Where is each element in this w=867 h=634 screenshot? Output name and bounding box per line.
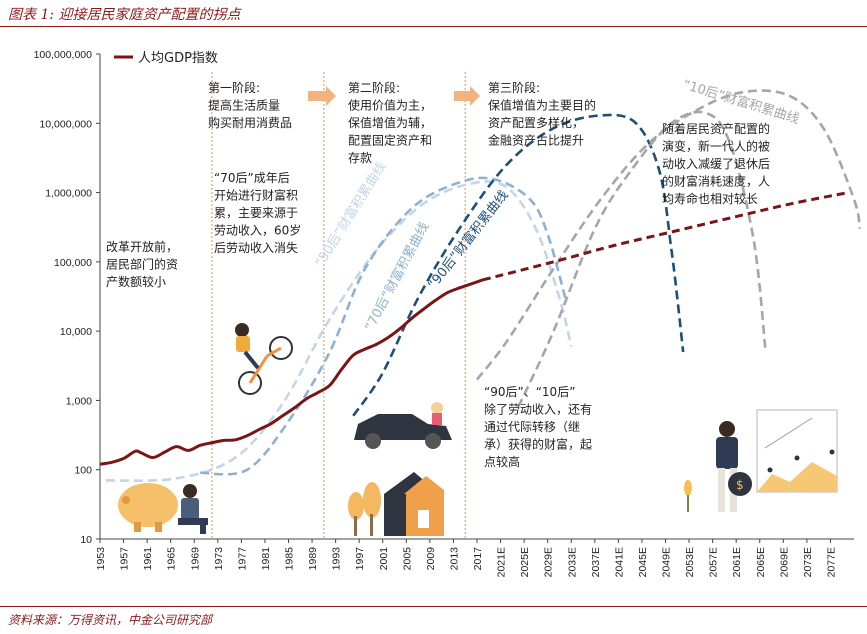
x-tick-label: 1993	[331, 547, 343, 571]
house-icon	[348, 472, 444, 536]
x-tick-label: 2033E	[566, 547, 578, 577]
y-tick-label: 1,000,000	[45, 188, 92, 200]
growth-chart-board-icon	[756, 409, 838, 493]
stage-arrow-2	[454, 86, 480, 106]
annotation-stage1: 第一阶段:提高生活质量购买耐用消费品	[208, 80, 292, 130]
wealth-curve-line	[105, 180, 573, 482]
x-tick-label: 1969	[189, 547, 201, 571]
annotation-stage2: 第二阶段:使用价值为主，保值增值为辅，配置固定资产和存款	[348, 80, 432, 165]
source-note: 资料来源：万得资讯，中金公司研究部	[8, 613, 213, 627]
x-tick-label: 1985	[284, 547, 296, 571]
x-tick-label: 1997	[354, 547, 366, 571]
x-tick-label: 2001	[378, 547, 390, 571]
gdp-series-actual-line	[99, 278, 484, 466]
x-tick-label: 1957	[119, 547, 131, 571]
x-tick-label: 2065E	[755, 547, 767, 577]
x-tick-label: 2025E	[519, 547, 531, 577]
annotation-newgen: 随着居民资产配置的演变，新一代人的被动收入减缓了退休后的财富消耗速度，人均寿命也…	[662, 121, 770, 206]
x-tick-label: 2061E	[731, 547, 743, 577]
x-tick-label: 2049E	[661, 547, 673, 577]
title-rule	[0, 26, 867, 27]
wealth-curve-label: “50后”财富积累曲线	[312, 159, 390, 270]
svg-text:$: $	[736, 478, 744, 492]
annotation-gen90_10: “90后”、“10后”除了劳动收入，还有通过代际转移（继承）获得的财富，起点较高	[484, 385, 592, 469]
x-tick-label: 2017	[472, 547, 484, 571]
y-tick-label: 10	[80, 534, 92, 546]
bicycle-rider-icon	[235, 323, 293, 395]
x-tick-label: 1989	[307, 547, 319, 571]
x-tick-label: 2021E	[496, 547, 508, 577]
x-tick-label: 1965	[166, 547, 178, 571]
figure-title: 图表 1: 迎接居民家庭资产配置的拐点	[8, 7, 241, 23]
wealth-curve-line	[517, 110, 767, 408]
y-tick-label: 100,000	[54, 257, 92, 269]
x-tick-label: 1953	[95, 547, 107, 571]
annotation-stage3: 第三阶段:保值增值为主要目的资产配置多样化，金融资产占比提升	[488, 80, 596, 148]
x-tick-label: 1981	[260, 547, 272, 571]
stage-arrow-1	[308, 86, 336, 106]
chart-svg: $ 10 100 1,000 10,000 100,000 1,000,000 10,000…	[34, 49, 862, 577]
piggy-bank-icon	[118, 483, 178, 532]
x-tick-label: 1973	[213, 547, 225, 571]
wealth-curve-line	[200, 176, 567, 476]
sitting-person-icon	[178, 484, 208, 534]
x-tick-label: 2045E	[637, 547, 649, 577]
x-tick-label: 2029E	[543, 547, 555, 577]
y-tick-label: 100,000,000	[34, 49, 93, 61]
wealth-curve-line	[352, 113, 685, 417]
x-tick-label: 2077E	[825, 547, 837, 577]
gdp-series-forecast-line	[482, 191, 849, 282]
x-tick-label: 2053E	[684, 547, 696, 577]
wealth-curve-label: “70后”财富积累曲线	[361, 220, 432, 334]
x-tick-label: 2037E	[590, 547, 602, 577]
x-tick-label: 2013	[448, 547, 460, 571]
x-tick-label: 2057E	[708, 547, 720, 577]
legend-label-gdp: 人均GDP指数	[138, 51, 218, 66]
y-tick-label: 10,000,000	[39, 118, 92, 130]
footer-rule	[0, 606, 867, 607]
wealth-curve-label: “10后”财富积累曲线	[681, 77, 801, 128]
x-tick-label: 2005	[401, 547, 413, 571]
x-tick-label: 2041E	[613, 547, 625, 577]
y-tick-label: 10,000	[60, 326, 92, 338]
car-icon	[354, 402, 452, 449]
x-tick-label: 1961	[142, 547, 154, 571]
annotation-gen70: “70后”成年后开始进行财富积累，主要来源于劳动收入，60岁后劳动收入消失	[214, 171, 301, 255]
annotation-reform: 改革开放前，居民部门的资产数额较小	[106, 239, 178, 289]
x-tick-label: 2069E	[778, 547, 790, 577]
person-with-money-bag-icon: $	[684, 421, 752, 512]
x-tick-label: 2009	[425, 547, 437, 571]
y-tick-label: 100	[74, 465, 92, 477]
x-tick-label: 2073E	[802, 547, 814, 577]
y-tick-label: 1,000	[66, 395, 92, 407]
wealth-curve-line	[475, 89, 862, 381]
x-tick-label: 1977	[236, 547, 248, 571]
